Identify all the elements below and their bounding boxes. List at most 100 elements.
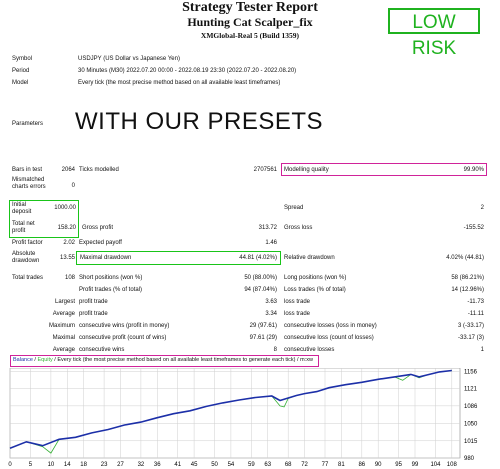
chart-plot-area — [9, 368, 461, 459]
y-tick-label: 1015 — [464, 439, 478, 445]
modelling-quality-highlight — [281, 163, 487, 176]
quality-label: Modelling quality — [284, 167, 329, 173]
x-tick-label: 99 — [412, 462, 419, 468]
net-profit-label: Total net profit — [12, 221, 35, 234]
x-tick-label: 5 — [29, 462, 33, 468]
gross-profit-value: 313.72 — [258, 225, 277, 231]
y-tick-label: 1050 — [464, 422, 478, 428]
y-tick-label: 1156 — [464, 369, 478, 375]
model-label: Model — [12, 80, 29, 86]
low-risk-badge: LOW RISK — [388, 8, 480, 59]
x-tick-label: 23 — [101, 462, 108, 468]
long-positions-label: Long positions (won %) — [284, 275, 347, 281]
profit-trades-value: 94 (87.04%) — [244, 287, 277, 293]
period-value: 30 Minutes (M30) 2022.07.20 00:00 - 2022… — [78, 68, 297, 74]
loss-trades-label: Loss trades (% of total) — [284, 287, 346, 293]
x-tick-label: 50 — [211, 462, 218, 468]
x-tick-label: 68 — [285, 462, 292, 468]
maximal-loss-value: -33.17 (3) — [457, 335, 484, 341]
x-tick-label: 108 — [447, 462, 458, 468]
gross-loss-label: Gross loss — [284, 225, 313, 231]
x-tick-label: 63 — [264, 462, 271, 468]
y-tick-label: 980 — [464, 456, 475, 462]
maximal-drawdown-label: Maximal drawdown — [80, 255, 132, 261]
y-tick-label: 1086 — [464, 404, 478, 410]
short-positions-value: 50 (88.00%) — [244, 275, 277, 281]
x-tick-label: 10 — [48, 462, 55, 468]
ticks-label: Ticks modelled — [79, 167, 119, 173]
largest-label: Largest — [54, 299, 75, 305]
largest-loss-label: loss trade — [284, 299, 311, 305]
x-tick-label: 59 — [248, 462, 255, 468]
x-tick-label: 36 — [154, 462, 161, 468]
relative-drawdown-label: Relative drawdown — [284, 255, 335, 261]
gross-loss-value: -155.52 — [463, 225, 484, 231]
x-tick-label: 72 — [301, 462, 308, 468]
mismatch-label: Mismatched charts errors — [12, 177, 46, 190]
maximal-drawdown-highlight — [76, 251, 281, 265]
maximal-profit-label: consecutive profit (count of wins) — [79, 335, 167, 341]
chart-legend: Balance / Equity / Every tick (the most … — [13, 357, 313, 364]
average-profit-value: 3.34 — [265, 311, 277, 317]
max-wins-label: consecutive wins (profit in money) — [79, 323, 170, 329]
series-line-balance — [9, 369, 452, 449]
maximal-label: Maximal — [52, 335, 75, 341]
quality-value: 99.90% — [463, 167, 484, 173]
period-label: Period — [12, 68, 30, 74]
x-tick-label: 27 — [117, 462, 124, 468]
x-tick-label: 86 — [358, 462, 365, 468]
x-tick-label: 81 — [338, 462, 345, 468]
relative-drawdown-value: 4.02% (44.81) — [446, 255, 484, 261]
chart-legend-highlight — [10, 355, 319, 367]
y-tick-label: 1121 — [464, 387, 478, 393]
gross-profit-label: Gross profit — [82, 225, 114, 231]
maximal-drawdown-value: 44.81 (4.02%) — [239, 255, 277, 261]
spread-value: 2 — [480, 205, 484, 211]
symbol-value: USDJPY (US Dollar vs Japanese Yen) — [78, 56, 180, 62]
largest-profit-label: profit trade — [79, 299, 108, 305]
profit-trades-label: Profit trades (% of total) — [79, 287, 143, 293]
maximal-profit-value: 97.61 (29) — [249, 335, 277, 341]
x-tick-label: 90 — [375, 462, 382, 468]
bars-label: Bars in test — [12, 167, 43, 173]
x-tick-label: 14 — [64, 462, 71, 468]
total-trades-value: 108 — [64, 275, 75, 281]
average-label: Average — [52, 311, 75, 317]
legend-sep: / — [32, 357, 38, 363]
bars-value: 2064 — [61, 167, 75, 173]
net-profit-value: 158.20 — [57, 225, 76, 231]
report-title: Strategy Tester Report — [182, 0, 318, 15]
largest-profit-value: 3.63 — [265, 299, 277, 305]
x-tick-label: 0 — [8, 462, 12, 468]
server-build: XMGlobal-Real 5 (Build 1359) — [200, 31, 300, 40]
total-trades-label: Total trades — [12, 275, 44, 281]
long-positions-value: 58 (86.21%) — [451, 275, 484, 281]
average2-label: Average — [52, 347, 75, 353]
max-wins-value: 29 (97.61) — [249, 323, 277, 329]
avg-wins-value: 8 — [273, 347, 277, 353]
parameters-label: Parameters — [12, 121, 44, 127]
average-loss-value: -11.11 — [467, 311, 484, 317]
legend-rest: / Every tick (the most precise method ba… — [52, 357, 313, 363]
x-tick-label: 104 — [430, 462, 441, 468]
x-tick-label: 45 — [191, 462, 198, 468]
x-tick-label: 77 — [322, 462, 329, 468]
avg-wins-label: consecutive wins — [79, 347, 125, 353]
ea-name: Hunting Cat Scalper_fix — [187, 15, 313, 29]
loss-trades-value: 14 (12.96%) — [451, 287, 484, 293]
x-tick-label: 54 — [228, 462, 235, 468]
mismatch-value: 0 — [71, 183, 75, 189]
average-profit-label: profit trade — [79, 311, 108, 317]
expected-payoff-label: Expected payoff — [79, 240, 122, 246]
profit-factor-label: Profit factor — [12, 240, 43, 246]
deposit-value: 1000.00 — [54, 205, 76, 211]
x-tick-label: 18 — [80, 462, 87, 468]
deposit-profit-highlight — [9, 200, 79, 238]
ticks-value: 2707561 — [253, 167, 277, 173]
expected-payoff-value: 1.46 — [265, 240, 277, 246]
legend-balance: Balance — [13, 357, 33, 363]
maximum-label: Maximum — [48, 323, 75, 329]
absolute-drawdown-value: 13.55 — [59, 255, 75, 261]
x-tick-label: 32 — [138, 462, 145, 468]
symbol-label: Symbol — [12, 56, 33, 62]
